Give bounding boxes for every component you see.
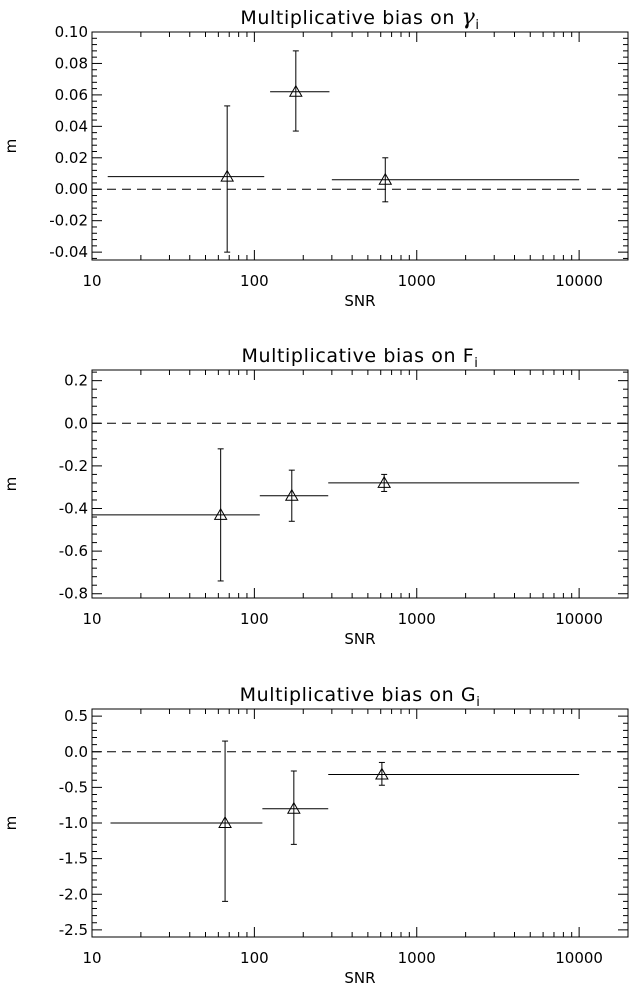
x-tick-label: 10 [82, 272, 101, 290]
y-tick-label: -2.0 [59, 885, 88, 903]
data-point-triangle [213, 507, 228, 520]
y-tick-label: 0.06 [55, 86, 88, 104]
data-point-triangle [375, 767, 389, 780]
y-tick-label: 0.5 [64, 707, 88, 725]
y-tick-label: -0.02 [49, 212, 88, 230]
plot-frame [91, 31, 629, 261]
data-point-triangle [284, 488, 299, 501]
y-tick-label: 0.04 [55, 117, 88, 135]
data-point-triangle [218, 815, 232, 828]
plot-frame [91, 369, 629, 599]
data-point-triangle [378, 172, 393, 185]
chart-title: Multiplicative bias on Gi [240, 684, 481, 710]
x-tick-label: 100 [240, 610, 269, 628]
x-tick-label: 10000 [555, 610, 603, 628]
y-tick-label: 0.2 [64, 372, 88, 390]
chart-title-text: Multiplicative bias on F [241, 345, 474, 367]
y-axis-label: m [2, 139, 20, 154]
y-tick-label: -0.4 [59, 500, 88, 518]
y-tick-label: -0.04 [49, 243, 88, 261]
y-tick-label: 0.0 [64, 414, 88, 432]
y-tick-label: -1.5 [59, 850, 88, 868]
y-tick-label: -1.0 [59, 814, 88, 832]
x-tick-label: 100 [240, 949, 269, 967]
y-tick-label: -0.2 [59, 457, 88, 475]
y-tick-label: -0.5 [59, 778, 88, 796]
x-axis-label: SNR [344, 630, 375, 648]
chart-title: Multiplicative bias on γi [240, 5, 479, 33]
x-tick-label: 1000 [398, 949, 436, 967]
x-axis-label: SNR [344, 969, 375, 987]
chart-title-subscript: i [476, 695, 480, 710]
chart-title-symbol: γ [462, 5, 476, 30]
chart-title: Multiplicative bias on Fi [241, 345, 478, 371]
data-point-triangle [286, 801, 301, 814]
y-tick-label: 0.00 [55, 180, 88, 198]
chart-panel-3: Multiplicative bias on Gi m SNR 10 100 1000 10… [2, 684, 629, 987]
x-tick-label: 100 [240, 272, 269, 290]
x-tick-label: 1000 [398, 610, 436, 628]
data-point-triangle [377, 475, 392, 488]
y-axis-label: m [2, 816, 20, 831]
x-tick-label: 10000 [555, 272, 603, 290]
chart-panel-1: Multiplicative bias on γi m SNR 10 100 1000 10… [2, 5, 629, 310]
y-tick-label: -0.6 [59, 542, 88, 560]
data-point-triangle [220, 169, 235, 182]
chart-panel-2: Multiplicative bias on Fi m SNR 10 100 1000 10… [2, 345, 629, 648]
y-tick-label: 0.08 [55, 54, 88, 72]
y-tick-label: 0.10 [55, 23, 88, 41]
chart-title-subscript: i [475, 18, 479, 33]
data-point-triangle [288, 84, 303, 97]
chart-title-subscript: i [474, 356, 478, 371]
x-axis-label: SNR [344, 292, 375, 310]
chart-title-text: Multiplicative bias on G [240, 684, 477, 706]
x-tick-label: 10000 [555, 949, 603, 967]
x-tick-label: 10 [82, 949, 101, 967]
x-tick-label: 1000 [398, 272, 436, 290]
x-tick-label: 10 [82, 610, 101, 628]
y-tick-label: 0.02 [55, 149, 88, 167]
y-tick-label: -0.8 [59, 585, 88, 603]
y-axis-label: m [2, 477, 20, 492]
y-tick-label: -2.5 [59, 921, 88, 939]
y-tick-label: 0.0 [64, 743, 88, 761]
chart-title-text: Multiplicative bias on [240, 7, 461, 29]
